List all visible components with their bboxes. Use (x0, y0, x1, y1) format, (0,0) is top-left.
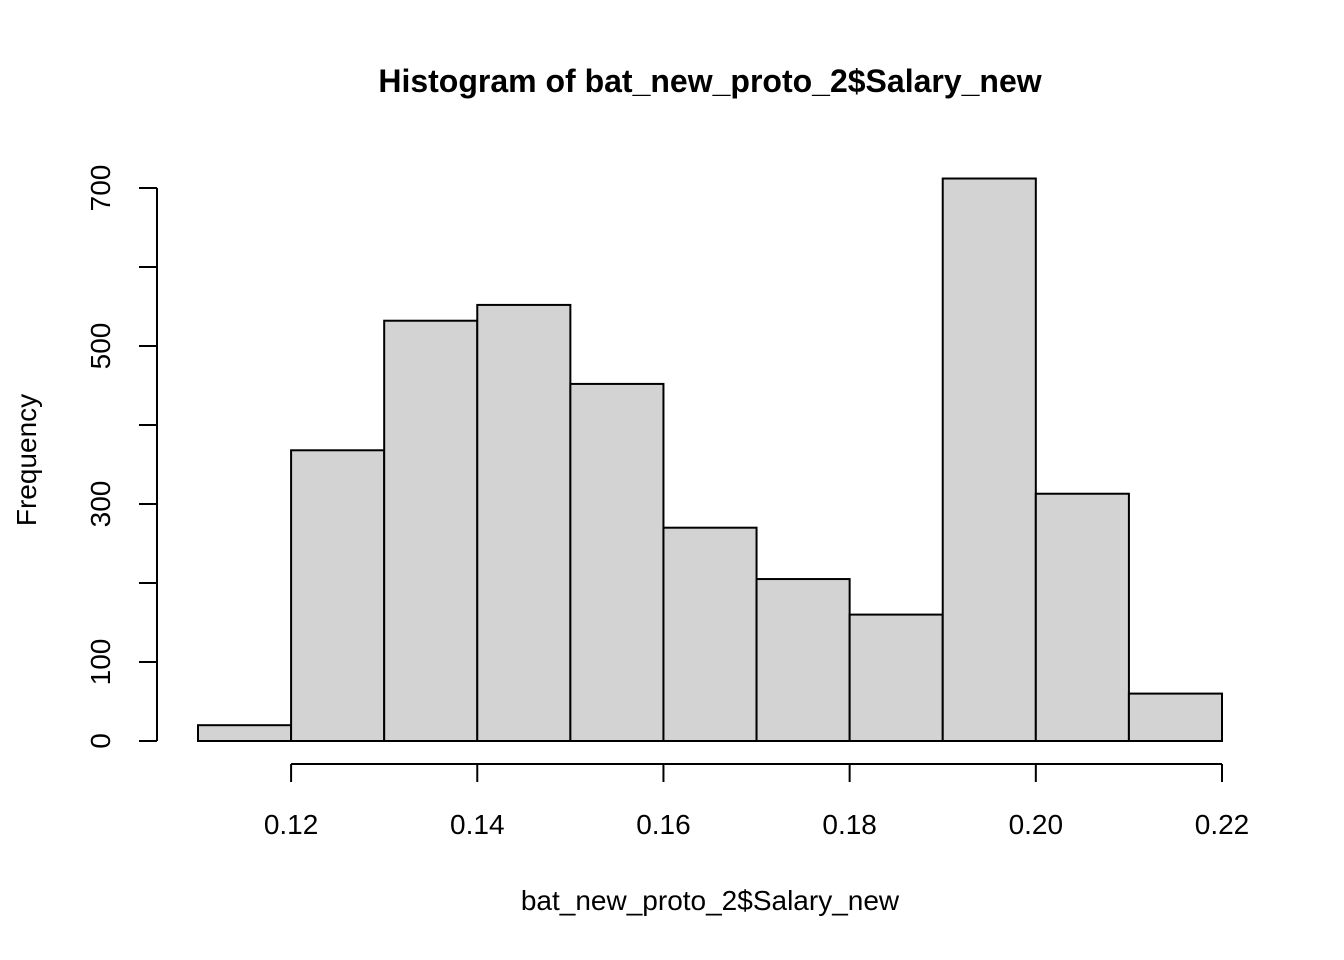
x-tick-label-0.14: 0.14 (450, 809, 505, 840)
chart-title: Histogram of bat_new_proto_2$Salary_new (378, 63, 1041, 99)
x-tick-label-0.20: 0.20 (1009, 809, 1064, 840)
x-tick-label-0.16: 0.16 (636, 809, 691, 840)
x-tick-label-0.18: 0.18 (822, 809, 877, 840)
y-axis-label: Frequency (11, 394, 42, 526)
histogram-bar-3 (476, 303, 572, 742)
histogram-bar-8 (941, 177, 1037, 742)
histogram-bar-9 (1034, 492, 1130, 743)
y-tick-label-700: 700 (85, 165, 116, 212)
x-axis: 0.12 0.14 0.16 0.18 0.20 0.22 (264, 763, 1250, 840)
y-tick-label-0: 0 (85, 733, 116, 749)
histogram-bar-1 (290, 449, 386, 742)
histogram-bar-7 (848, 613, 944, 742)
x-tick-label-0.12: 0.12 (264, 809, 319, 840)
histogram-bar-5 (662, 526, 758, 743)
histogram-bar-0 (197, 724, 293, 743)
y-axis: 0 100 300 500 700 (85, 165, 158, 749)
y-tick-label-500: 500 (85, 323, 116, 370)
histogram-bar-6 (755, 578, 851, 742)
histogram-bar-10 (1127, 692, 1223, 742)
y-tick-label-300: 300 (85, 481, 116, 528)
histogram-bar-2 (383, 319, 479, 742)
x-axis-label: bat_new_proto_2$Salary_new (521, 885, 900, 916)
y-tick-label-100: 100 (85, 639, 116, 686)
x-tick-label-0.22: 0.22 (1195, 809, 1250, 840)
histogram-bar-4 (569, 382, 665, 742)
histogram-bars (197, 177, 1223, 743)
